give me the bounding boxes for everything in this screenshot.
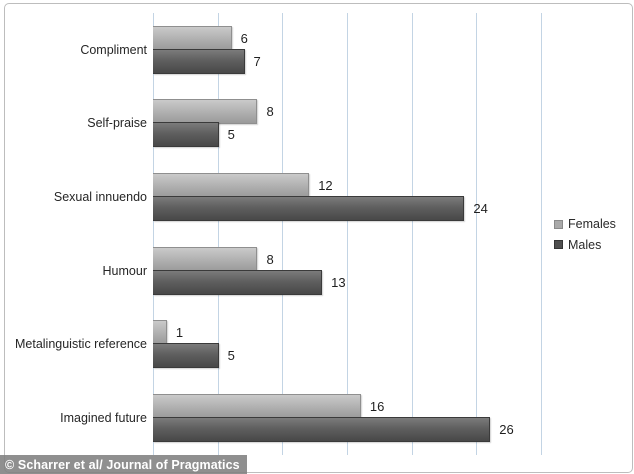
category-label: Sexual innuendo bbox=[53, 190, 147, 205]
bar-line: 26 bbox=[153, 417, 541, 443]
bar-females bbox=[153, 173, 310, 199]
data-label: 16 bbox=[369, 399, 385, 415]
data-label: 5 bbox=[227, 127, 235, 143]
legend-label-females: Females bbox=[568, 217, 616, 231]
bar-males bbox=[153, 269, 323, 295]
data-label: 7 bbox=[253, 53, 261, 69]
category-label: Metalinguistic reference bbox=[14, 337, 147, 352]
gridline-20 bbox=[411, 13, 413, 455]
gridline-30 bbox=[541, 13, 542, 455]
bar-line: 8 bbox=[153, 246, 541, 272]
gridline-25 bbox=[476, 13, 478, 455]
bar-line: 8 bbox=[153, 99, 541, 125]
bar-females bbox=[153, 25, 232, 51]
bar-rows: 6 7 8 5 12 24 8 13 1 5 16 26 bbox=[153, 13, 541, 455]
gridline-5 bbox=[217, 13, 219, 455]
data-label: 13 bbox=[331, 274, 346, 290]
category-group: 12 24 bbox=[153, 160, 541, 234]
bar-line: 24 bbox=[153, 196, 541, 222]
bar-line: 5 bbox=[153, 122, 541, 148]
category-label: Compliment bbox=[80, 42, 147, 57]
gridline-0 bbox=[153, 13, 154, 455]
data-label: 24 bbox=[473, 201, 488, 217]
category-label: Self-praise bbox=[87, 116, 147, 131]
males-swatch-icon bbox=[554, 240, 563, 250]
bar-line: 1 bbox=[153, 320, 541, 346]
bar-females bbox=[153, 99, 258, 125]
bar-males bbox=[153, 122, 219, 148]
gridlines bbox=[153, 13, 542, 455]
data-label: 1 bbox=[175, 325, 184, 341]
bar-females bbox=[153, 320, 167, 346]
bar-males bbox=[153, 417, 491, 443]
credit-badge: © Scharrer et al/ Journal of Pragmatics bbox=[0, 455, 247, 474]
data-label: 26 bbox=[499, 422, 514, 438]
bar-line: 12 bbox=[153, 173, 541, 199]
category-group: 8 13 bbox=[153, 234, 541, 308]
plot-area: 6 7 8 5 12 24 8 13 1 5 16 26 bbox=[153, 13, 542, 455]
gridline-15 bbox=[347, 13, 348, 455]
category-label: Humour bbox=[102, 263, 147, 278]
bar-line: 13 bbox=[153, 269, 541, 295]
category-axis: Compliment Self-praise Sexual innuendo Humo… bbox=[0, 13, 147, 455]
category-group: 16 26 bbox=[153, 381, 541, 455]
legend-label-males: Males bbox=[568, 237, 602, 252]
data-label: 8 bbox=[266, 251, 274, 267]
category-label: Imagined future bbox=[60, 411, 147, 426]
legend-item-males: Males bbox=[554, 237, 616, 252]
bar-line: 7 bbox=[153, 48, 541, 74]
data-label: 6 bbox=[240, 30, 248, 46]
bar-line: 6 bbox=[153, 25, 541, 51]
legend-item-females: Females bbox=[554, 218, 616, 231]
data-label: 12 bbox=[318, 178, 333, 194]
bar-line: 5 bbox=[153, 343, 541, 369]
bar-females bbox=[153, 394, 361, 420]
data-label: 8 bbox=[266, 104, 274, 120]
bar-males bbox=[153, 196, 465, 222]
females-swatch-icon bbox=[554, 219, 563, 229]
bar-males bbox=[153, 343, 219, 369]
data-label: 5 bbox=[227, 348, 235, 364]
legend: Females Males bbox=[554, 218, 616, 251]
bar-females bbox=[153, 246, 258, 272]
bar-males bbox=[153, 48, 245, 74]
gridline-10 bbox=[282, 13, 284, 455]
bar-line: 16 bbox=[153, 394, 541, 420]
